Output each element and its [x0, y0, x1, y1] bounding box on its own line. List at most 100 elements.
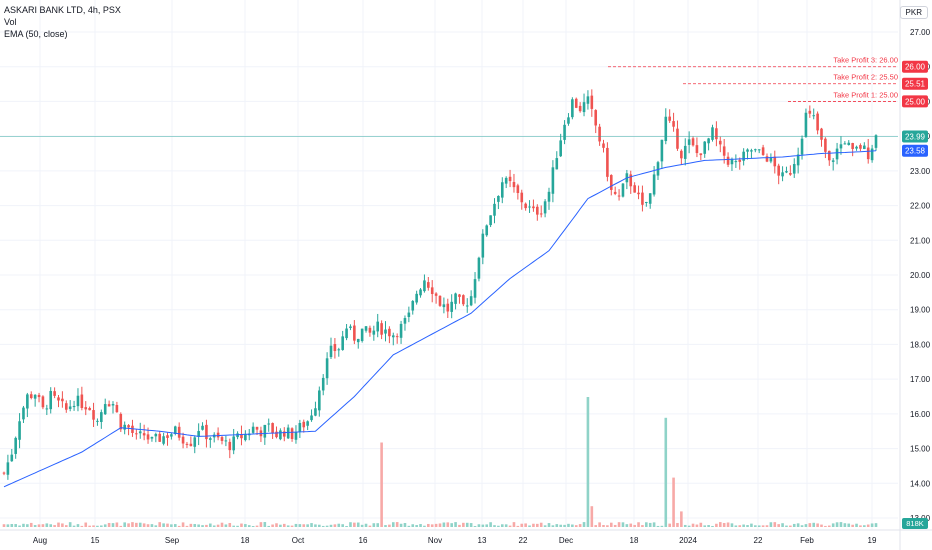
candle-body [216, 432, 220, 438]
volume-bar [781, 523, 784, 527]
volume-bar [364, 523, 368, 527]
candle-body [715, 128, 718, 140]
time-tick-label: Dec [559, 536, 573, 545]
candle-body [777, 165, 780, 176]
candle-body [127, 425, 130, 428]
volume-bar [10, 524, 14, 527]
volume-bar [493, 525, 496, 527]
candle-body [61, 398, 64, 402]
candle-body [769, 157, 773, 162]
candle-body [866, 147, 870, 160]
time-tick-label: 22 [754, 536, 763, 545]
candle-body [458, 294, 461, 297]
volume-bar [388, 524, 391, 527]
volume-bar [325, 525, 329, 527]
candle-body [442, 304, 446, 308]
volume-bar [228, 522, 232, 527]
volume-bar [310, 523, 313, 527]
candle-body [72, 405, 76, 408]
chart-legend: ASKARI BANK LTD, 4h, PSX Vol EMA (50, cl… [4, 4, 121, 40]
candle-body [718, 140, 722, 145]
volume-bar [863, 525, 866, 527]
candle-body [489, 215, 492, 226]
take-profit-tag [902, 60, 928, 73]
volume-bar [827, 525, 831, 527]
volume-bar [765, 525, 769, 527]
symbol-title[interactable]: ASKARI BANK LTD, 4h, PSX [4, 5, 121, 15]
candle-body [446, 303, 450, 312]
volume-bar [551, 525, 555, 527]
volume-bar [360, 524, 364, 527]
volume-bar [298, 524, 302, 527]
candle-body [76, 395, 80, 407]
volume-bar [80, 525, 84, 527]
currency-button[interactable]: PKR [899, 6, 928, 19]
volume-bar [407, 525, 411, 527]
candle-body [41, 396, 45, 408]
candle-body [742, 151, 745, 161]
candle-body [851, 143, 854, 149]
volume-bar [119, 525, 123, 527]
volume-bar [750, 523, 753, 527]
candle-body [539, 213, 543, 215]
candle-body [244, 434, 247, 441]
candle-body [859, 145, 862, 149]
candle-body [391, 335, 395, 338]
volume-bar [874, 523, 878, 527]
price-tick-label: 27.00 [910, 28, 931, 37]
price-tick-label: 19.00 [910, 306, 931, 315]
volume-tag [902, 518, 928, 529]
candle-body [734, 161, 738, 163]
candle-body [438, 295, 442, 306]
volume-bar [150, 524, 154, 527]
volume-bar [738, 525, 742, 527]
volume-bar [158, 522, 162, 527]
candle-body [251, 426, 255, 433]
volume-bar [166, 523, 169, 527]
volume-bar [205, 524, 208, 527]
volume-bar [543, 525, 547, 527]
candle-body [629, 174, 633, 187]
volume-bar [722, 522, 726, 527]
candle-body [574, 98, 578, 108]
last-price-tag-label: 23.99 [905, 132, 926, 141]
price-tick-label: 18.00 [910, 340, 931, 349]
volume-indicator-label[interactable]: Vol [4, 17, 17, 27]
candle-body [92, 410, 95, 420]
volume-bar [691, 523, 695, 527]
volume-bar [173, 524, 177, 527]
candle-body [146, 434, 150, 440]
ema-indicator-label[interactable]: EMA (50, close) [4, 29, 68, 39]
candle-body [201, 425, 204, 430]
take-profit-label: Take Profit 3: 26.00 [833, 56, 898, 65]
candle-body [497, 195, 500, 202]
time-axis[interactable]: Aug 15 Sep 18 Oct 16 Nov 13 22 Dec 18 2024 22 Feb 19 [0, 529, 932, 545]
candle-body [485, 225, 489, 236]
candle-body [543, 201, 547, 214]
candle-body [57, 397, 60, 401]
candle-body [100, 412, 103, 422]
candle-body [563, 124, 566, 140]
volume-bar [648, 522, 652, 527]
candle-body [434, 293, 438, 296]
volume-bar [6, 524, 10, 527]
candle-body [282, 431, 286, 437]
candle-body [469, 296, 473, 306]
candle-body [177, 426, 181, 438]
volume-bar [742, 524, 745, 527]
take-profit-tag-label: 25.51 [905, 80, 926, 89]
candle-body [504, 177, 508, 184]
candle-body [294, 432, 298, 440]
volume-bar [699, 522, 703, 527]
candle-body [524, 203, 527, 209]
candle-body [481, 233, 485, 258]
volume-bar [773, 522, 777, 527]
volume-bar [450, 523, 453, 527]
volume-bar [831, 523, 835, 527]
volume-bar [754, 525, 757, 527]
candle-body [781, 172, 784, 177]
volume-bar [127, 523, 130, 527]
candle-body [738, 159, 742, 162]
candle-body [831, 160, 835, 162]
